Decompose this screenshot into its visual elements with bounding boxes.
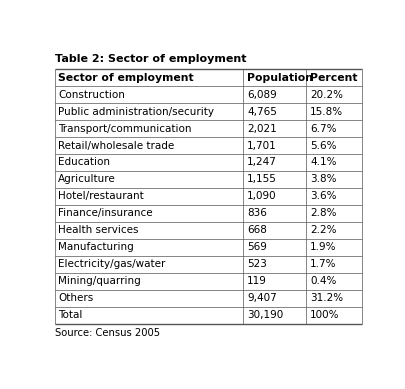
Text: 836: 836 — [247, 209, 266, 218]
Text: 2.8%: 2.8% — [309, 209, 336, 218]
Text: 6.7%: 6.7% — [309, 124, 336, 133]
Text: Education: Education — [58, 158, 110, 168]
Text: 4,765: 4,765 — [247, 107, 276, 117]
Text: 2.2%: 2.2% — [309, 225, 336, 235]
Text: 119: 119 — [247, 276, 266, 286]
Text: Sector of employment: Sector of employment — [58, 73, 193, 82]
Text: 4.1%: 4.1% — [309, 158, 336, 168]
Text: 5.6%: 5.6% — [309, 140, 336, 151]
Text: 15.8%: 15.8% — [309, 107, 342, 117]
Text: Electricity/gas/water: Electricity/gas/water — [58, 259, 165, 269]
Text: Agriculture: Agriculture — [58, 175, 116, 184]
Text: 1.7%: 1.7% — [309, 259, 336, 269]
Text: Mining/quarring: Mining/quarring — [58, 276, 141, 286]
Text: 31.2%: 31.2% — [309, 293, 342, 303]
Text: 30,190: 30,190 — [247, 310, 283, 320]
Text: 20.2%: 20.2% — [309, 89, 342, 100]
Text: Table 2: Sector of employment: Table 2: Sector of employment — [54, 54, 245, 64]
Text: Percent: Percent — [309, 73, 357, 82]
Text: 3.6%: 3.6% — [309, 191, 336, 202]
Text: 569: 569 — [247, 242, 266, 252]
Text: 100%: 100% — [309, 310, 339, 320]
Text: 0.4%: 0.4% — [309, 276, 336, 286]
Text: Total: Total — [58, 310, 82, 320]
Text: 3.8%: 3.8% — [309, 175, 336, 184]
Text: Public administration/security: Public administration/security — [58, 107, 214, 117]
Text: Population: Population — [247, 73, 312, 82]
Text: 523: 523 — [247, 259, 266, 269]
Text: 2,021: 2,021 — [247, 124, 276, 133]
Text: 6,089: 6,089 — [247, 89, 276, 100]
Text: 1,090: 1,090 — [247, 191, 276, 202]
Text: Transport/communication: Transport/communication — [58, 124, 191, 133]
Text: Others: Others — [58, 293, 93, 303]
Text: 9,407: 9,407 — [247, 293, 276, 303]
Text: 1,701: 1,701 — [247, 140, 276, 151]
Text: Health services: Health services — [58, 225, 139, 235]
Text: Retail/wholesale trade: Retail/wholesale trade — [58, 140, 174, 151]
Text: 1.9%: 1.9% — [309, 242, 336, 252]
Text: 668: 668 — [247, 225, 266, 235]
Text: Finance/insurance: Finance/insurance — [58, 209, 152, 218]
Text: Hotel/restaurant: Hotel/restaurant — [58, 191, 144, 202]
Text: Manufacturing: Manufacturing — [58, 242, 134, 252]
Text: Source: Census 2005: Source: Census 2005 — [54, 328, 159, 338]
Text: Construction: Construction — [58, 89, 125, 100]
Text: 1,247: 1,247 — [247, 158, 276, 168]
Text: 1,155: 1,155 — [247, 175, 276, 184]
